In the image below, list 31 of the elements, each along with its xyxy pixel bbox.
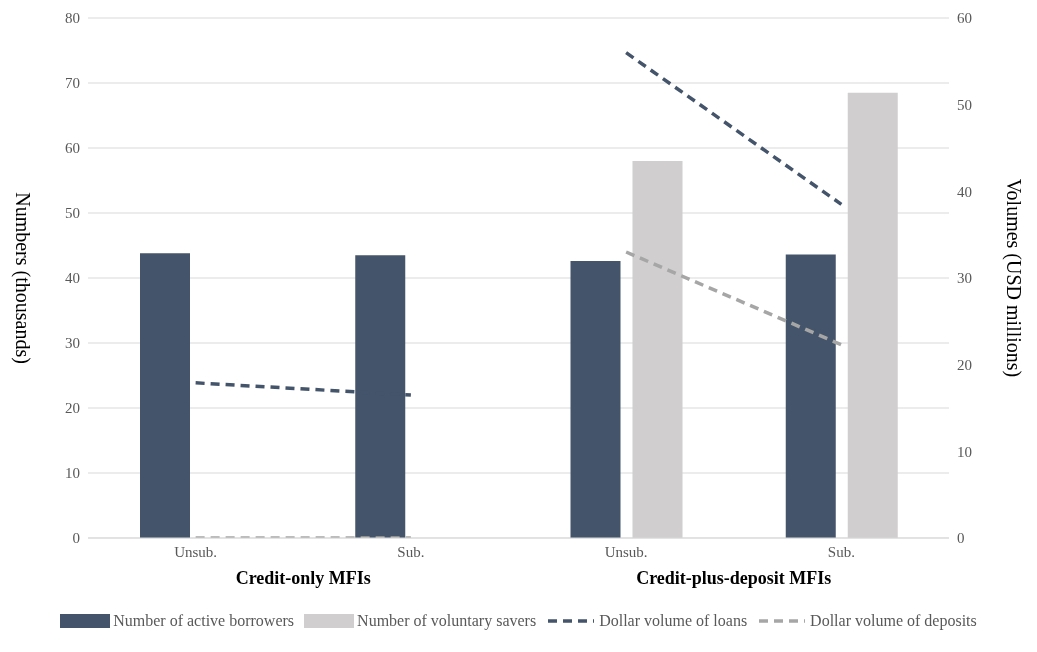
y-tick-label: 80 (65, 10, 80, 27)
y2-tick-label: 30 (957, 270, 972, 287)
x-tick-label: Unsub. (604, 543, 648, 560)
text: Credit-only MFIs (234, 568, 372, 589)
y-tick-label: 70 (65, 75, 80, 92)
x-tick-label: Sub. (397, 543, 425, 560)
legend-label: Dollar volume of deposits (810, 612, 977, 630)
y2-tick-label: 20 (957, 356, 972, 373)
y2-tick-label: 10 (957, 443, 972, 460)
bar (570, 261, 621, 538)
legend-label: Number of voluntary savers (357, 612, 537, 630)
y2-tick-label: 0 (957, 530, 965, 547)
y2-tick-label: 50 (957, 96, 972, 113)
y-tick-label: 30 (65, 335, 80, 352)
y2-tick-label: 40 (957, 183, 972, 200)
y-tick-label: 40 (65, 270, 80, 287)
legend-label: Number of active borrowers (113, 612, 295, 630)
y-tick-label: 50 (65, 205, 80, 222)
text: Credit-plus-deposit MFIs (635, 568, 833, 589)
bar (140, 253, 190, 538)
y-tick-label: 10 (65, 465, 80, 482)
y2-axis-title: Volumes (USD millions) (1001, 178, 1025, 378)
y-tick-label: 0 (72, 530, 80, 547)
x-tick-label: Sub. (827, 543, 855, 560)
y2-tick-label: 60 (957, 10, 972, 27)
bar (785, 254, 836, 538)
legend-label: Dollar volume of loans (599, 612, 748, 630)
x-tick-label: Unsub. (174, 543, 218, 560)
y-tick-label: 20 (65, 400, 80, 417)
y-axis-title: Numbers (thousands) (10, 192, 34, 364)
y-tick-label: 60 (65, 140, 80, 157)
